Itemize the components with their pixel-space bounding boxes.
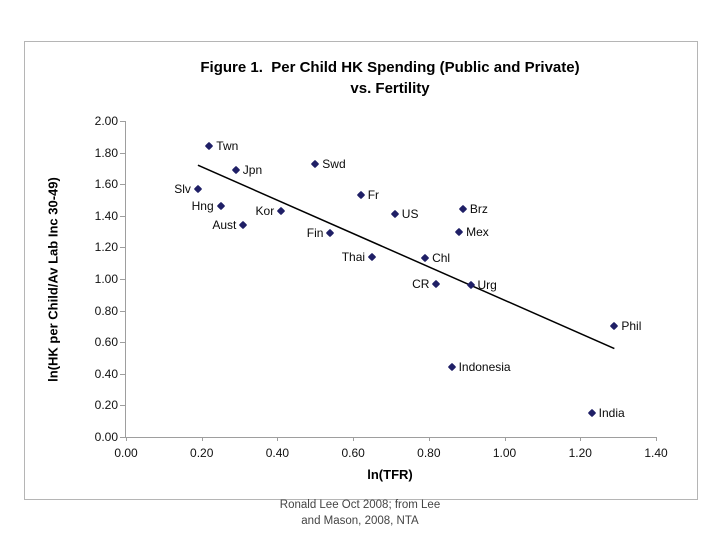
data-point-label: Chl — [432, 251, 451, 266]
data-point-label: US — [401, 207, 419, 222]
source-caption-line2: and Mason, 2008, NTA — [301, 514, 419, 527]
y-tick-mark — [120, 405, 125, 407]
chart-frame — [24, 41, 698, 500]
data-point-label: Mex — [466, 224, 489, 239]
data-point-label: Brz — [469, 202, 488, 217]
y-tick-mark — [120, 310, 125, 312]
y-tick-mark — [120, 247, 125, 249]
data-point-label: Jpn — [242, 162, 263, 177]
x-tick-mark — [201, 437, 203, 441]
y-tick-mark — [120, 184, 125, 186]
y-tick-label: 0.80 — [94, 303, 118, 318]
data-point-label: Phil — [621, 319, 642, 334]
data-point-label: Fin — [306, 226, 324, 241]
x-tick-label: 0.20 — [190, 446, 214, 460]
x-tick-mark — [126, 437, 127, 441]
y-tick-label: 1.60 — [94, 177, 118, 192]
x-tick-mark — [504, 437, 506, 441]
y-tick-label: 0.20 — [94, 398, 118, 413]
data-point-label: Swd — [322, 156, 346, 171]
y-tick-mark — [120, 373, 125, 375]
data-point-label: Thai — [341, 249, 366, 264]
data-point-label: Slv — [174, 181, 191, 196]
x-tick-mark — [656, 437, 657, 441]
y-tick-label: 0.60 — [94, 335, 118, 350]
x-tick-mark — [580, 437, 582, 441]
x-tick-label: 1.40 — [644, 446, 668, 460]
data-point-label: Hng — [191, 199, 214, 214]
source-caption: Ronald Lee Oct 2008; from Lee and Mason,… — [0, 498, 720, 529]
x-tick-label: 1.00 — [492, 446, 517, 460]
data-point-label: Aust — [212, 218, 237, 233]
y-axis-title: ln(HK per Child/Av Lab Inc 30-49) — [45, 177, 61, 382]
y-tick-label: 1.40 — [94, 208, 118, 223]
y-tick-mark — [120, 152, 125, 154]
y-tick-mark — [120, 437, 125, 438]
plot-area: 0.00 0.20 0.40 0.60 0.80 1.00 1.20 1.40 1.60 1.80… — [95, 114, 668, 460]
y-tick-label: 1.00 — [94, 272, 118, 286]
x-tick-mark — [353, 437, 355, 441]
y-tick-label: 2.00 — [94, 114, 118, 128]
x-tick-label: 0.60 — [341, 446, 365, 460]
data-point-label: Twn — [216, 139, 239, 154]
y-tick-mark — [120, 121, 125, 122]
x-tick-mark — [428, 437, 430, 441]
trendline — [197, 164, 615, 350]
x-tick-label: 0.80 — [417, 446, 441, 460]
y-tick-mark — [120, 279, 125, 280]
x-axis-title: ln(TFR) — [367, 467, 413, 482]
data-point-label: CR — [412, 276, 430, 291]
y-tick-mark — [120, 342, 125, 344]
data-point-label: Urg — [477, 278, 497, 293]
chart-title: Figure 1. Per Child HK Spending (Public … — [125, 57, 655, 99]
chart-title-line1: Figure 1. Per Child HK Spending (Public … — [200, 59, 580, 76]
y-tick-label: 0.40 — [94, 366, 118, 381]
y-tick-label: 0.00 — [94, 430, 118, 444]
y-tick-label: 1.20 — [94, 240, 118, 255]
data-point-label: Fr — [367, 188, 380, 203]
x-tick-label: 0.00 — [114, 446, 138, 460]
y-tick-label: 1.80 — [94, 145, 118, 160]
data-point-label: Indonesia — [458, 360, 511, 375]
chart-title-line2: vs. Fertility — [350, 80, 430, 97]
source-caption-line1: Ronald Lee Oct 2008; from Lee — [279, 499, 441, 511]
x-tick-mark — [277, 437, 279, 441]
x-tick-label: 1.20 — [568, 446, 592, 460]
y-tick-mark — [120, 215, 125, 217]
x-tick-label: 0.40 — [265, 446, 290, 460]
data-point-label: Kor — [255, 204, 275, 219]
data-point-label: India — [598, 406, 625, 421]
